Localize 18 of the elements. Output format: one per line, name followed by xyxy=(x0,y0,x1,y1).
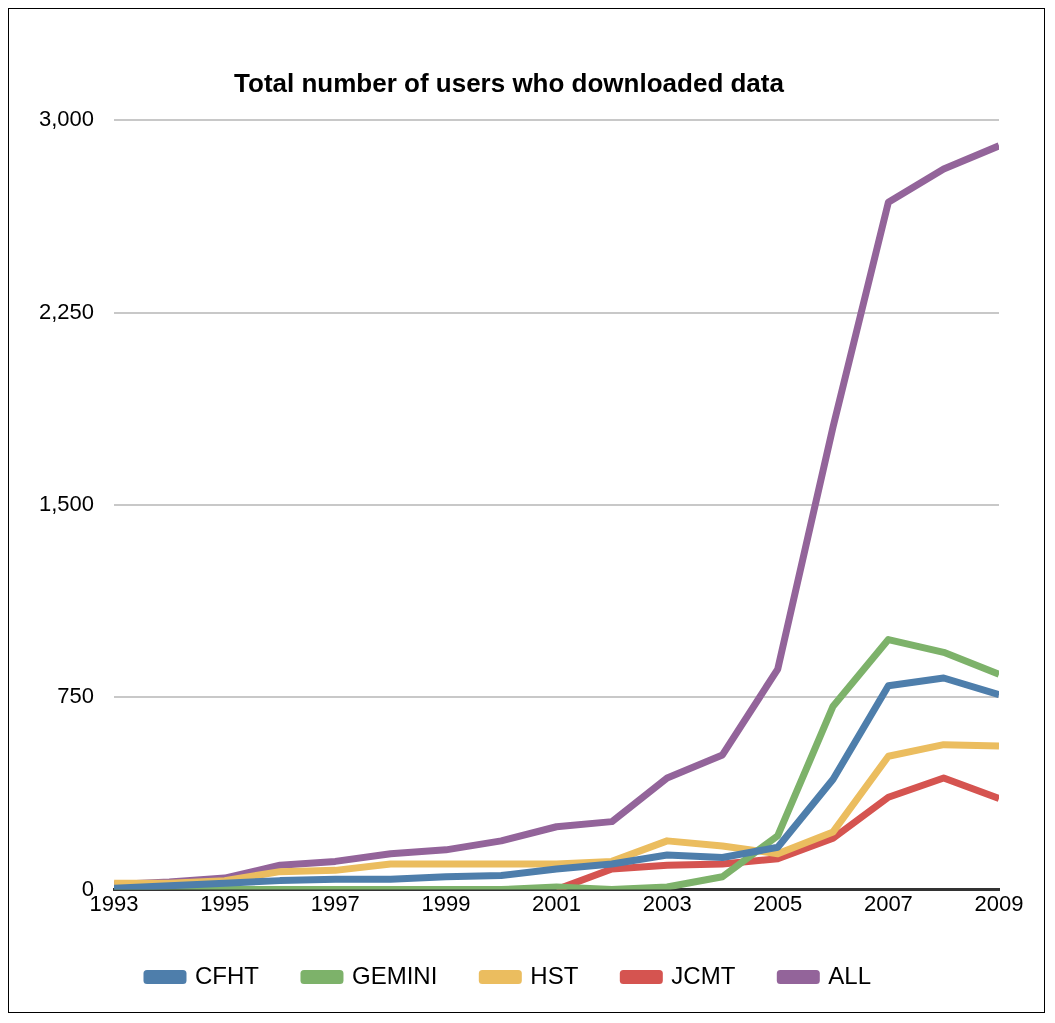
legend-label: JCMT xyxy=(671,961,736,989)
y-tick-label: 3,000 xyxy=(38,106,95,132)
x-tick-label: 2005 xyxy=(753,890,803,916)
legend-label: HST xyxy=(530,961,579,989)
x-tick-label: 2001 xyxy=(532,890,581,916)
legend-label: CFHT xyxy=(195,961,260,989)
y-tick-label: 2,250 xyxy=(38,298,95,324)
y-tick-label: 750 xyxy=(57,683,95,709)
x-tick-label: 2007 xyxy=(863,890,913,916)
chart-title: Total number of users who downloaded data xyxy=(234,67,785,98)
x-tick-label: 2003 xyxy=(642,890,692,916)
x-tick-label: 1999 xyxy=(421,890,471,916)
x-tick-label: 1997 xyxy=(310,890,360,916)
x-tick-label: 2009 xyxy=(974,890,1024,916)
legend-label: ALL xyxy=(828,961,871,989)
x-tick-label: 1995 xyxy=(200,890,250,916)
legend-label: GEMINI xyxy=(351,961,438,989)
y-tick-label: 1,500 xyxy=(38,490,95,516)
